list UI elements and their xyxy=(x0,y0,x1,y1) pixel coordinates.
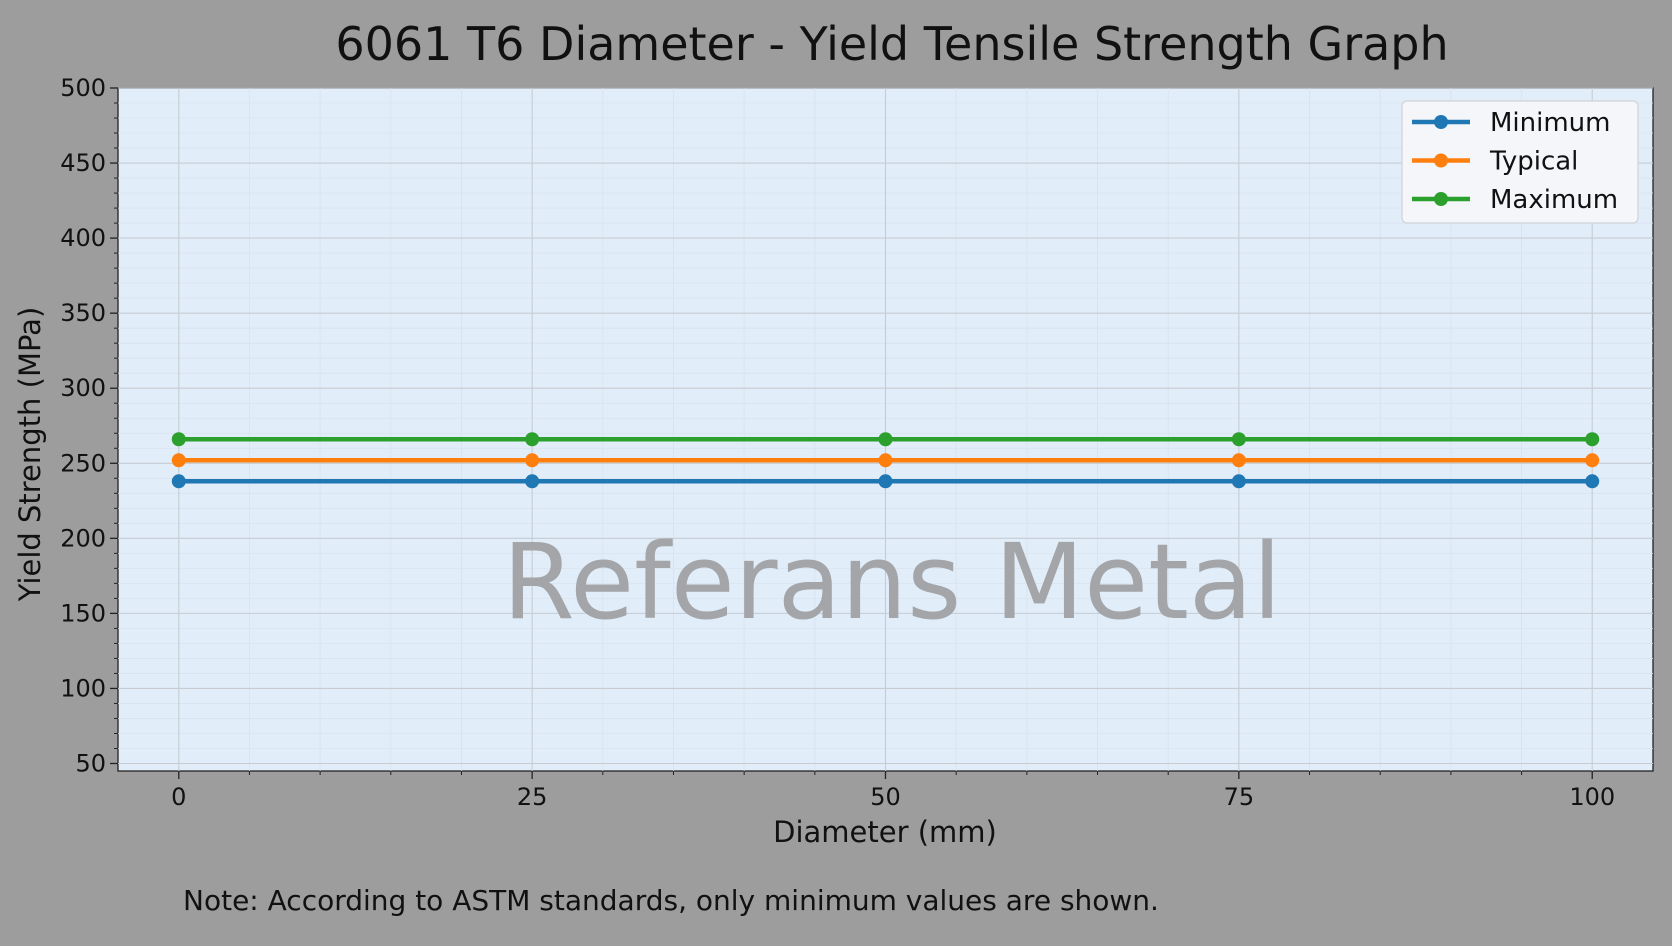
y-tick-label: 250 xyxy=(60,449,106,477)
data-point-minimum xyxy=(171,474,186,489)
watermark: Referans Metal xyxy=(503,521,1282,643)
y-tick-label: 500 xyxy=(60,74,106,102)
data-point-maximum xyxy=(878,432,893,447)
y-tick-label: 450 xyxy=(60,149,106,177)
data-point-minimum xyxy=(1231,474,1246,489)
y-tick-label: 100 xyxy=(60,674,106,702)
chart-title: 6061 T6 Diameter - Yield Tensile Strengt… xyxy=(335,17,1448,71)
x-tick-label: 75 xyxy=(1224,783,1255,811)
y-tick-label: 300 xyxy=(60,374,106,402)
data-point-maximum xyxy=(171,432,186,447)
y-axis-label: Yield Strength (MPa) xyxy=(13,307,47,603)
legend-label-typical: Typical xyxy=(1489,147,1578,177)
data-point-typical xyxy=(525,453,540,468)
legend-marker-typical xyxy=(1434,153,1448,168)
x-axis-label: Diameter (mm) xyxy=(773,815,997,849)
axes-layer: 0 25 50 75 100 50 100 150 200 250 300 350 400 450 500 xyxy=(60,74,1615,811)
grid-major xyxy=(118,87,1653,771)
data-point-maximum xyxy=(1585,432,1600,447)
series-layer xyxy=(171,432,1600,489)
y-tick-label: 150 xyxy=(60,599,106,627)
data-point-typical xyxy=(878,453,893,468)
x-tick-label: 100 xyxy=(1569,783,1615,811)
data-point-minimum xyxy=(525,474,540,489)
y-tick-label: 350 xyxy=(60,299,106,327)
y-tick-label: 400 xyxy=(60,224,106,252)
y-tick-label: 200 xyxy=(60,524,106,552)
legend-label-minimum: Minimum xyxy=(1490,108,1611,138)
data-point-maximum xyxy=(1231,432,1246,447)
legend-label-maximum: Maximum xyxy=(1490,185,1618,215)
x-tick-label: 0 xyxy=(171,783,186,811)
data-point-typical xyxy=(1585,453,1600,468)
legend-marker-minimum xyxy=(1434,115,1448,129)
data-point-typical xyxy=(171,453,186,468)
data-point-typical xyxy=(1231,453,1246,468)
footnote: Note: According to ASTM standards, only … xyxy=(183,884,1159,917)
data-point-minimum xyxy=(878,474,893,489)
legend-frame xyxy=(1401,100,1639,224)
x-tick-label: 25 xyxy=(517,783,548,811)
legend: Minimum Typical Maximum xyxy=(1401,100,1639,224)
x-tick-label: 50 xyxy=(870,783,901,811)
legend-marker-maximum xyxy=(1434,192,1448,206)
data-point-maximum xyxy=(525,432,540,447)
y-tick-label: 50 xyxy=(75,749,106,777)
data-point-minimum xyxy=(1585,474,1600,489)
